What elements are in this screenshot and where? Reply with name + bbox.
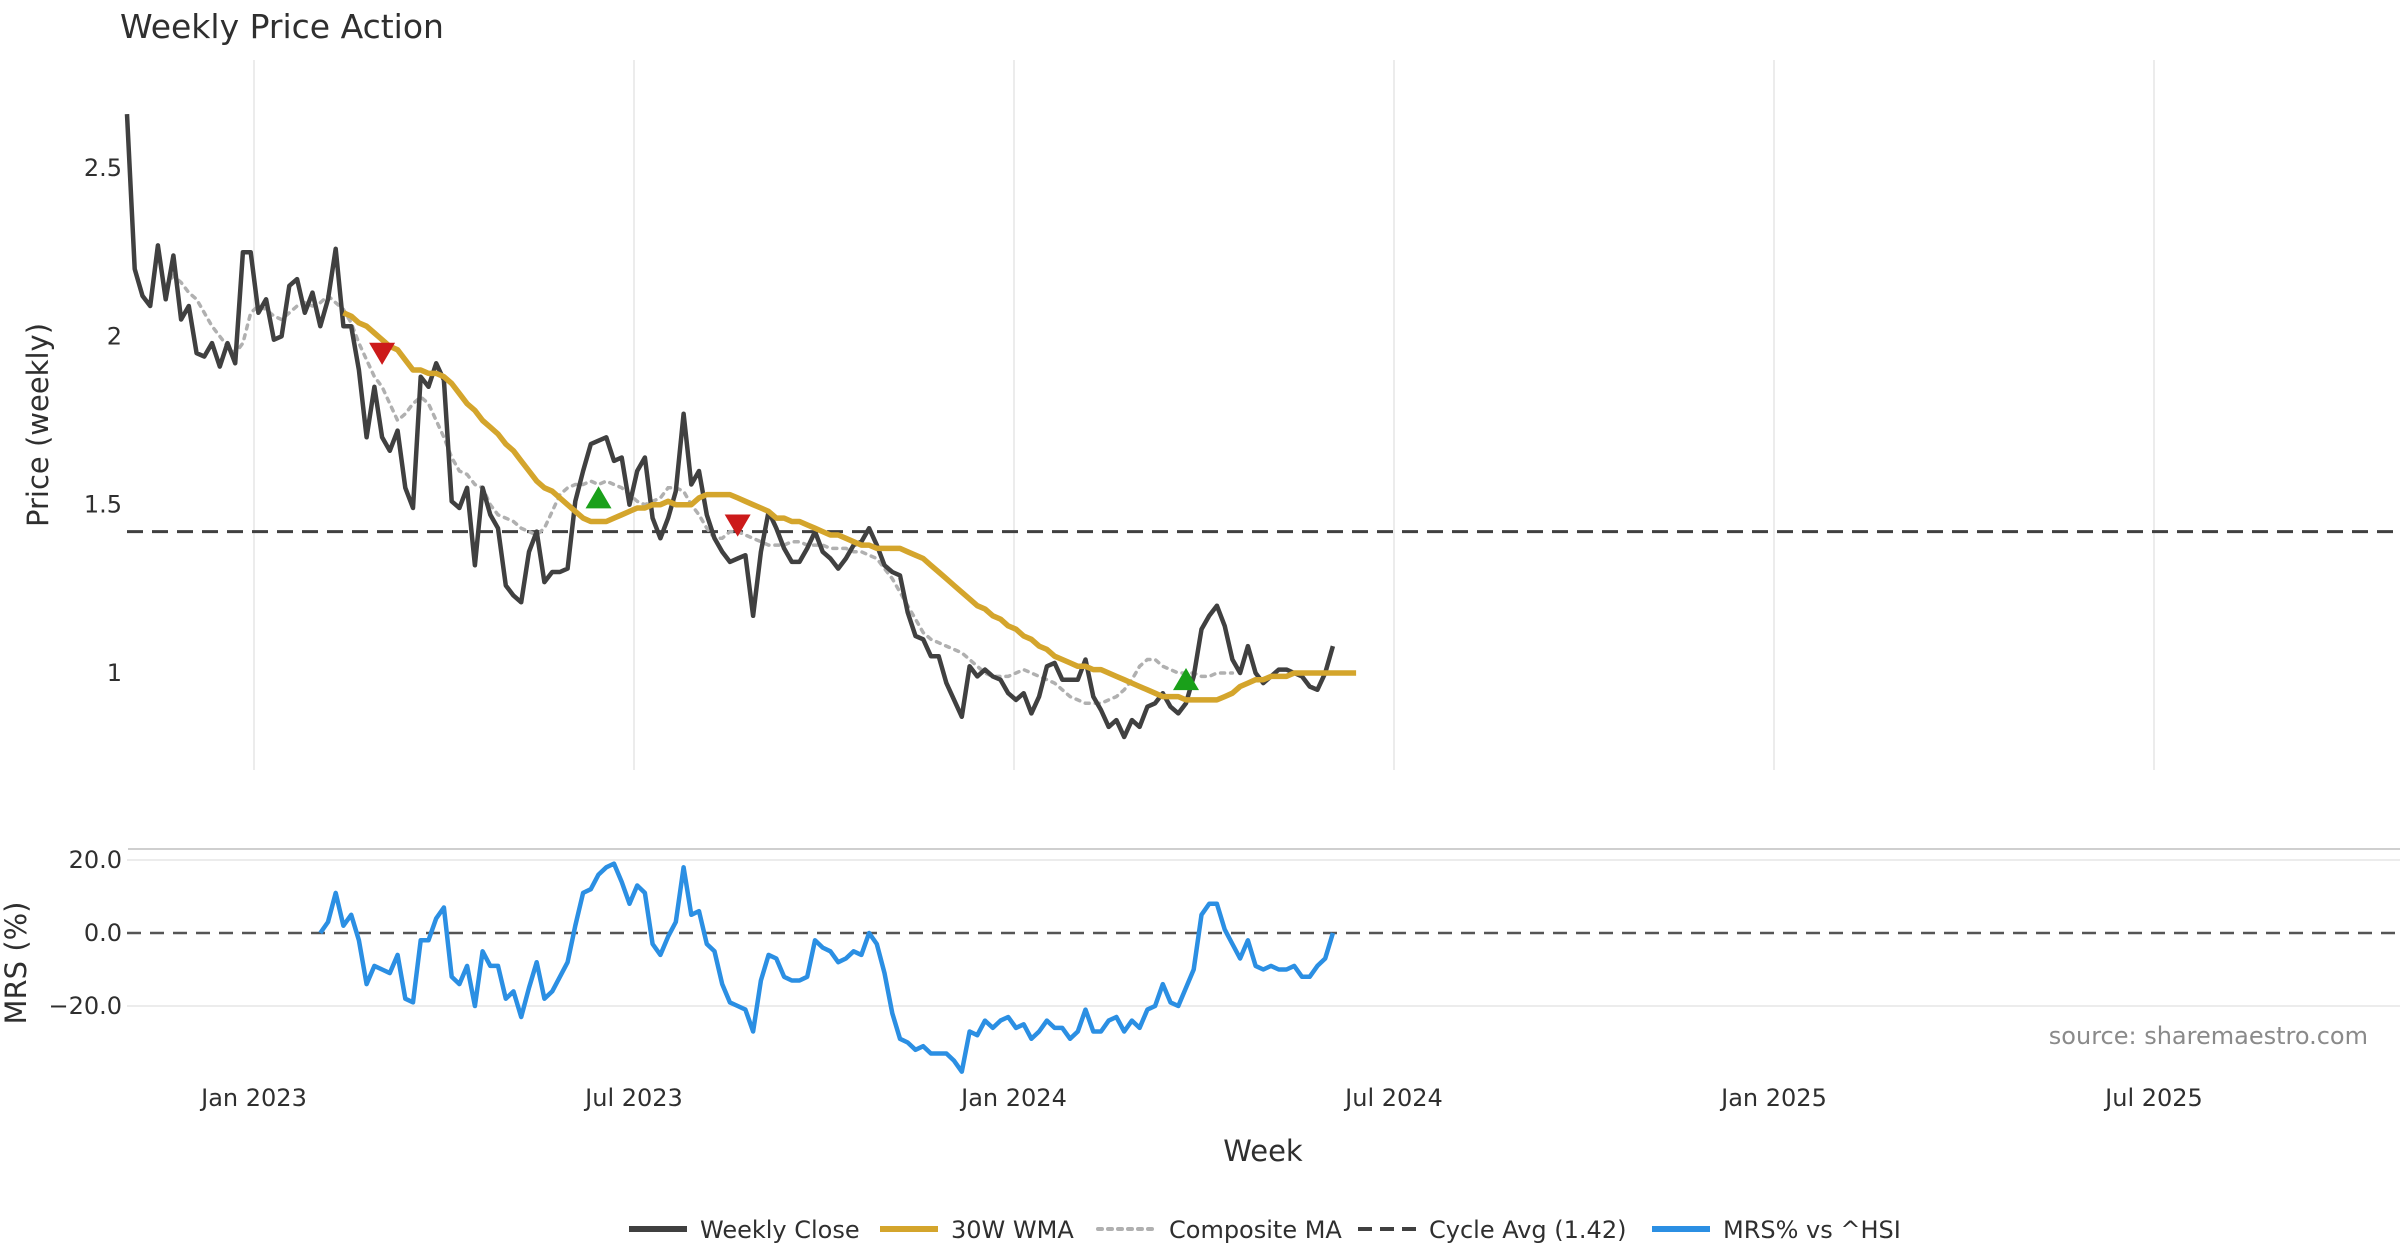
signal-markers xyxy=(369,342,1200,691)
wma-30w-line xyxy=(342,310,1357,703)
x-tick-label: Jan 2023 xyxy=(199,1084,307,1112)
x-axis-label: Week xyxy=(1223,1134,1303,1168)
price-series xyxy=(124,113,2400,740)
price-y-ticks: 1 1.5 2 2.5 xyxy=(84,154,122,687)
price-y-axis-label: Price (weekly) xyxy=(21,323,55,527)
mrs-y-tick-label: 20.0 xyxy=(69,846,122,874)
x-tick-label: Jul 2023 xyxy=(583,1084,683,1112)
sell-signal-marker-2 xyxy=(724,514,751,537)
x-tick-label: Jul 2025 xyxy=(2103,1084,2203,1112)
x-ticks: Jan 2023 Jul 2023 Jan 2024 Jul 2024 Jan 2025… xyxy=(199,1084,2203,1112)
x-tick-label: Jul 2024 xyxy=(1343,1084,1443,1112)
composite-ma-line xyxy=(163,273,1235,706)
x-tick-label: Jan 2025 xyxy=(1719,1084,1827,1112)
legend-label-4: MRS% vs ^HSI xyxy=(1723,1216,1901,1244)
source-credit: source: sharemaestro.com xyxy=(2049,1022,2368,1050)
buy-signal-marker-1 xyxy=(585,486,612,509)
price-y-tick-label: 2 xyxy=(107,322,122,350)
x-tick-label: Jan 2024 xyxy=(959,1084,1067,1112)
mrs-y-ticks: −20.0 0.0 20.0 xyxy=(48,846,122,1020)
legend: Weekly Close 30W WMA Composite MA Cycle Avg… xyxy=(629,1216,1901,1244)
mrs-y-axis-label: MRS (%) xyxy=(0,902,33,1025)
legend-label-3: Cycle Avg (1.42) xyxy=(1429,1216,1626,1244)
mrs-y-tick-label: 0.0 xyxy=(84,919,122,947)
mrs-line xyxy=(318,861,1336,1074)
buy-signal-marker-3 xyxy=(1173,668,1200,691)
chart-title: Weekly Price Action xyxy=(120,7,444,46)
price-y-tick-label: 1.5 xyxy=(84,491,122,519)
sell-signal-marker-0 xyxy=(369,342,396,365)
price-panel-grid xyxy=(253,60,2155,770)
legend-label-1: 30W WMA xyxy=(951,1216,1074,1244)
mrs-y-tick-label: −20.0 xyxy=(48,992,122,1020)
legend-label-0: Weekly Close xyxy=(700,1216,860,1244)
price-y-tick-label: 1 xyxy=(107,659,122,687)
mrs-panel-grid xyxy=(127,859,2400,1007)
legend-label-2: Composite MA xyxy=(1169,1216,1342,1244)
price-y-tick-label: 2.5 xyxy=(84,154,122,182)
mrs-series xyxy=(127,861,2400,1074)
weekly-close-line xyxy=(124,113,1336,740)
